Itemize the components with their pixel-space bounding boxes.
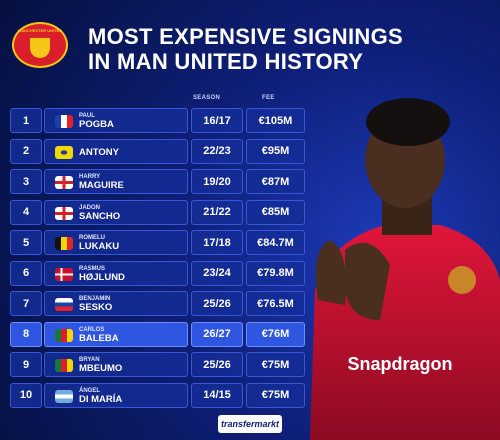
flag: [55, 145, 73, 159]
flag: [55, 328, 73, 342]
table-row: 4 JADON SANCHO 21/22 €85M: [10, 199, 305, 225]
first-name: PAUL: [79, 113, 95, 119]
rank: 2: [10, 138, 42, 164]
title-line: IN MAN UNITED HISTORY: [88, 49, 364, 74]
crest-text: MANCHESTER UNITED: [17, 28, 63, 33]
rank: 3: [10, 169, 42, 194]
season: 19/20: [191, 169, 243, 194]
season: 23/24: [191, 260, 243, 286]
title-line: MOST EXPENSIVE SIGNINGS: [88, 24, 403, 49]
last-name: DI MARÍA: [79, 393, 123, 405]
fee: €79.8M: [246, 260, 305, 286]
player-cell: PAUL POGBA: [44, 108, 188, 133]
footer-logo: transfermarkt: [218, 415, 282, 433]
player-photo: Snapdragon: [310, 98, 500, 440]
last-name: MBEUMO: [79, 363, 123, 374]
table-row: 9 BRYAN MBEUMO 25/26 €75M: [10, 352, 305, 377]
table-row: 3 HARRY MAGUIRE 19/20 €87M: [10, 169, 305, 194]
last-name: SESKO: [79, 302, 113, 313]
table-row: 6 RASMUS HØJLUND 23/24 €79.8M: [10, 260, 305, 286]
player-cell: ÁNGEL DI MARÍA: [44, 382, 188, 408]
table-row: 10 ÁNGEL DI MARÍA 14/15 €75M: [10, 382, 305, 408]
last-name: LUKAKU: [79, 241, 120, 252]
fee: €75M: [246, 382, 305, 408]
season: 26/27: [191, 321, 243, 347]
season: 25/26: [191, 352, 243, 377]
player-cell: HARRY MAGUIRE: [44, 169, 188, 194]
table-row: 1 PAUL POGBA 16/17 €105M: [10, 108, 305, 133]
column-header: FEE: [262, 95, 275, 101]
club-crest: MANCHESTER UNITED: [12, 22, 68, 68]
fee: €87M: [246, 169, 305, 194]
season: 22/23: [191, 138, 243, 164]
fee: €95M: [246, 138, 305, 164]
shirt-sponsor: Snapdragon: [347, 354, 452, 374]
player-cell: CARLOS BALEBA: [44, 321, 188, 347]
fee: €76M: [246, 321, 305, 347]
flag: [55, 237, 73, 250]
fee: €75M: [246, 352, 305, 377]
last-name: MAGUIRE: [79, 180, 124, 191]
last-name: SANCHO: [79, 210, 121, 222]
table-row: 5 ROMELU LUKAKU 17/18 €84.7M: [10, 230, 305, 255]
fee: €85M: [246, 199, 305, 225]
first-name: ROMELU: [79, 235, 105, 241]
season: 14/15: [191, 382, 243, 408]
first-name: BRYAN: [79, 357, 100, 363]
first-name: BENJAMIN: [79, 296, 111, 302]
flag: [55, 115, 73, 128]
last-name: BALEBA: [79, 332, 119, 344]
first-name: JADON: [79, 204, 101, 211]
rank: 6: [10, 260, 42, 286]
first-name: ÁNGEL: [79, 387, 100, 394]
season: 25/26: [191, 291, 243, 316]
rank: 7: [10, 291, 42, 316]
column-header: SEASON: [193, 95, 221, 101]
player-cell: ANTONY: [44, 138, 188, 164]
season: 17/18: [191, 230, 243, 255]
flag: [55, 389, 73, 403]
fee: €84.7M: [246, 230, 305, 255]
rank: 8: [10, 321, 42, 347]
first-name: RASMUS: [79, 265, 106, 272]
rank: 10: [10, 382, 42, 408]
first-name: CARLOS: [79, 326, 105, 333]
fee: €105M: [246, 108, 305, 133]
rank: 1: [10, 108, 42, 133]
flag: [55, 359, 73, 372]
player-cell: BRYAN MBEUMO: [44, 352, 188, 377]
rank: 9: [10, 352, 42, 377]
flag: [55, 176, 73, 189]
rank: 5: [10, 230, 42, 255]
table-row: 2 ANTONY 22/23 €95M: [10, 138, 305, 164]
crest-shield: [30, 38, 50, 58]
player-cell: RASMUS HØJLUND: [44, 260, 188, 286]
last-name: ANTONY: [79, 146, 119, 158]
flag: [55, 267, 73, 281]
player-cell: BENJAMIN SESKO: [44, 291, 188, 316]
player-cell: JADON SANCHO: [44, 199, 188, 225]
flag: [55, 298, 73, 311]
rank: 4: [10, 199, 42, 225]
player-cell: ROMELU LUKAKU: [44, 230, 188, 255]
last-name: POGBA: [79, 119, 114, 130]
last-name: HØJLUND: [79, 271, 125, 283]
fee: €76.5M: [246, 291, 305, 316]
first-name: HARRY: [79, 174, 101, 180]
flag: [55, 206, 73, 220]
table-row: 8 CARLOS BALEBA 26/27 €76M: [10, 321, 315, 347]
season: 21/22: [191, 199, 243, 225]
season: 16/17: [191, 108, 243, 133]
table-row: 7 BENJAMIN SESKO 25/26 €76.5M: [10, 291, 305, 316]
